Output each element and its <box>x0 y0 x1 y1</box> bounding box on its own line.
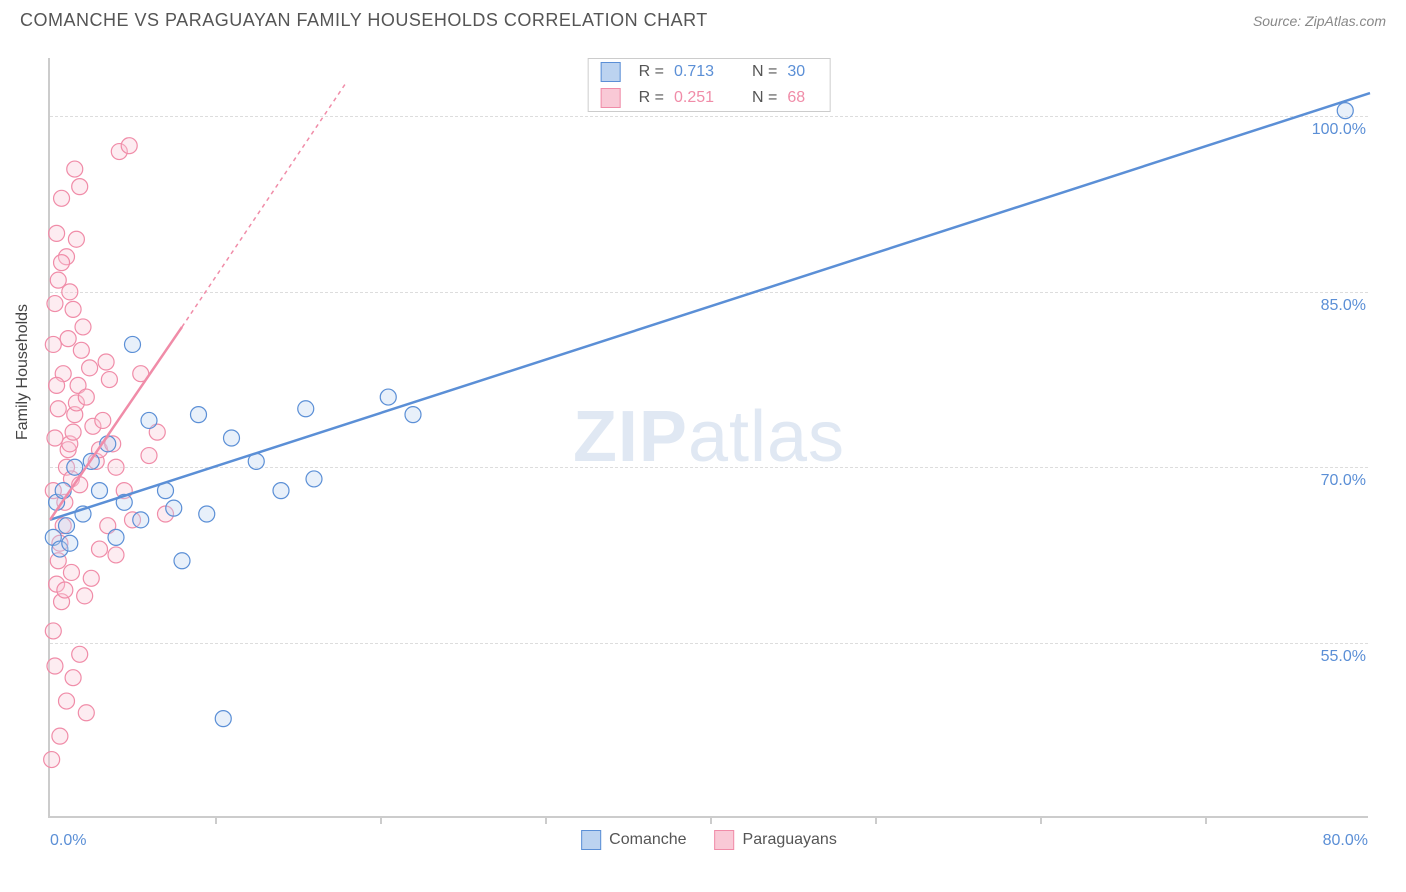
r-value-comanche: 0.713 <box>674 63 732 81</box>
y-axis-title: Family Households <box>14 304 32 440</box>
swatch-comanche <box>601 62 621 82</box>
stats-legend: R = 0.713 N = 30 R = 0.251 N = 68 <box>588 58 831 112</box>
scatter-plot-svg <box>50 58 1368 816</box>
series-legend: Comanche Paraguayans <box>581 830 837 850</box>
legend-item-paraguayans: Paraguayans <box>715 830 837 850</box>
r-value-paraguayans: 0.251 <box>674 89 732 107</box>
x-axis-min-label: 0.0% <box>50 832 86 850</box>
source-attribution: Source: ZipAtlas.com <box>1253 13 1386 29</box>
swatch-paraguayans <box>601 88 621 108</box>
n-value-paraguayans: 68 <box>787 89 817 107</box>
stats-row-paraguayans: R = 0.251 N = 68 <box>589 85 830 111</box>
stats-row-comanche: R = 0.713 N = 30 <box>589 59 830 85</box>
legend-swatch-comanche <box>581 830 601 850</box>
legend-item-comanche: Comanche <box>581 830 686 850</box>
chart-plot-area: ZIPatlas 55.0%70.0%85.0%100.0% R = 0.713… <box>48 58 1368 818</box>
legend-swatch-paraguayans <box>715 830 735 850</box>
chart-title: COMANCHE VS PARAGUAYAN FAMILY HOUSEHOLDS… <box>20 10 708 31</box>
n-value-comanche: 30 <box>787 63 817 81</box>
x-axis-max-label: 80.0% <box>1323 832 1368 850</box>
